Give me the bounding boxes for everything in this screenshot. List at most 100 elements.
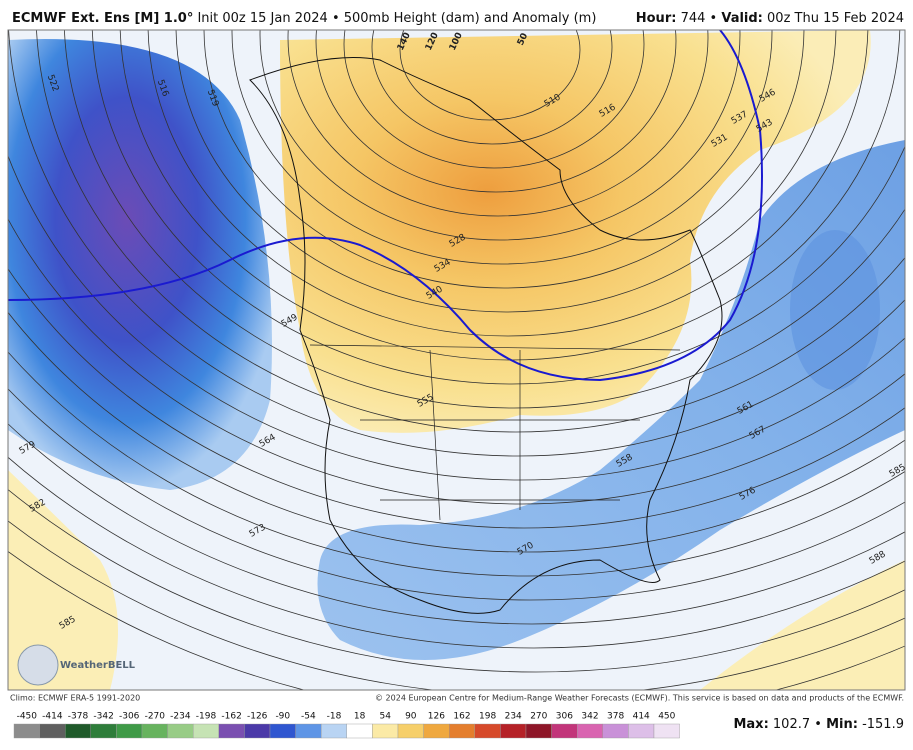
contour-line [343, 30, 645, 169]
subtitle: Init 00z 15 Jan 2024 • 500mb Height (dam… [197, 11, 596, 26]
colorbar-swatch [218, 723, 245, 739]
contour-line [231, 30, 773, 265]
anomaly-blue-atlantic [790, 230, 880, 390]
colorbar-tick-label: 378 [607, 712, 624, 722]
colorbar-swatch [295, 723, 322, 739]
stats: Max: 102.7 • Min: -151.9 [733, 717, 904, 732]
climo: Climo: ECMWF ERA-5 1991-2020 [10, 694, 140, 703]
colorbar-swatch [551, 723, 578, 739]
hour-label: Hour: [636, 11, 677, 26]
colorbar-swatch [167, 723, 194, 739]
anomaly-yellow-se [700, 560, 905, 690]
colorbar-swatch [64, 723, 91, 739]
contour-line [203, 30, 805, 289]
max: 102.7 • [773, 717, 822, 732]
anomaly-blue-south [317, 140, 905, 660]
borders [309, 344, 681, 521]
colorbar-tick-label: -234 [170, 712, 191, 722]
anomaly-yellow-north [280, 30, 871, 433]
logo-globe [17, 644, 59, 686]
coastline [249, 57, 723, 614]
colorbar: -450 -414 -378 -342 -306 -270 -234 -198 -162 -126… [13, 712, 680, 739]
contour-line [259, 30, 741, 241]
colorbar-swatch [244, 723, 271, 739]
logo: WeatherBELL [60, 660, 136, 671]
max-label: Max: [733, 717, 768, 732]
colorbar-tick-label: 90 [405, 712, 417, 722]
hour: 744 • [681, 11, 718, 26]
map-frame [7, 29, 906, 691]
contour-line [8, 30, 905, 457]
colorbar-tick-label: 126 [428, 712, 445, 722]
colorbar-swatch [13, 723, 40, 739]
contour-line [91, 30, 905, 385]
contour-line [64, 30, 905, 409]
contour-540-highlight [8, 30, 763, 382]
colorbar-swatch [474, 723, 501, 739]
anomaly-blue-west [8, 39, 272, 490]
contour-line [287, 30, 709, 217]
contour-line [8, 423, 905, 625]
colorbar-tick-label: 306 [556, 712, 573, 722]
colorbar-tick-label: -18 [327, 712, 342, 722]
colorbar-tick-label: 18 [354, 712, 366, 722]
colorbar-swatch [269, 723, 296, 739]
colorbar-swatch [525, 723, 552, 739]
colorbar-tick-label: 234 [505, 712, 522, 722]
colorbar-tick-label: -90 [275, 712, 290, 722]
colorbar-swatch [577, 723, 604, 739]
contour-line [147, 30, 869, 337]
colorbar-swatch [628, 723, 655, 739]
colorbar-swatch [346, 723, 373, 739]
contour-line [8, 351, 905, 577]
colorbar-tick-label: -378 [68, 712, 89, 722]
colorbar-tick-label: -414 [42, 712, 63, 722]
colorbar-swatch [449, 723, 476, 739]
colorbar-tick-label: 198 [479, 712, 496, 722]
copyright: © 2024 European Centre for Medium-Range … [375, 694, 904, 703]
colorbar-swatch [141, 723, 168, 739]
contour-line [8, 311, 905, 553]
colorbar-tick-label: 54 [379, 712, 391, 722]
colorbar-tick-label: -450 [17, 712, 38, 722]
height-contours [8, 30, 905, 690]
colorbar-swatch [602, 723, 629, 739]
contour-line [8, 217, 905, 505]
contour-line [8, 488, 905, 673]
colorbar-tick-label: 414 [633, 712, 650, 722]
title: ECMWF Ext. Ens [M] 1.0° [12, 11, 193, 26]
colorbar-tick-label: 450 [658, 712, 675, 722]
contour-line [36, 30, 905, 433]
contour-line [175, 30, 837, 313]
valid: 00z Thu 15 Feb 2024 [767, 11, 904, 26]
anomaly-yellow-sw [8, 470, 118, 690]
contour-line [371, 30, 613, 145]
colorbar-swatch [500, 723, 527, 739]
colorbar-swatch [372, 723, 399, 739]
contour-line [399, 30, 581, 121]
min: -151.9 [862, 717, 904, 732]
colorbar-tick-label: 342 [581, 712, 598, 722]
colorbar-swatch [653, 723, 680, 739]
colorbar-tick-label: 162 [453, 712, 470, 722]
min-label: Min: [826, 717, 858, 732]
colorbar-tick-label: -126 [247, 712, 268, 722]
valid-label: Valid: [721, 11, 763, 26]
colorbar-swatch [321, 723, 348, 739]
contour-line [8, 456, 905, 649]
colorbar-tick-label: -342 [93, 712, 113, 722]
colorbar-swatch [192, 723, 219, 739]
colorbar-swatch [39, 723, 66, 739]
colorbar-swatch [423, 723, 450, 739]
header-valid-line: Hour: 744 • Valid: 00z Thu 15 Feb 2024 [636, 11, 904, 26]
colorbar-tick-label: -270 [145, 712, 166, 722]
contour-line [8, 388, 905, 601]
colorbar-tick-label: -54 [301, 712, 316, 722]
header-title-line: ECMWF Ext. Ens [M] 1.0° Init 00z 15 Jan … [12, 11, 596, 26]
colorbar-tick-label: -306 [119, 712, 140, 722]
colorbar-tick-label: 270 [530, 712, 547, 722]
colorbar-tick-label: -162 [221, 712, 241, 722]
colorbar-swatch [397, 723, 424, 739]
